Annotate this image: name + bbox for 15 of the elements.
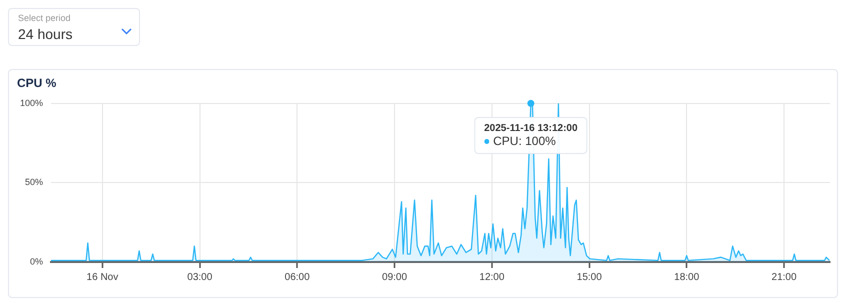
chart-title: CPU % — [17, 76, 56, 90]
annotation: 2025-11-16 13:12:00 CPU: 100% — [484, 123, 578, 148]
x-tick-label: 15:00 — [576, 272, 602, 283]
text: Select period — [18, 13, 71, 23]
text: 24 hours — [18, 26, 72, 42]
x-tick-label: 06:00 — [284, 272, 310, 283]
y-tick-label: 0% — [30, 256, 43, 266]
x-tick-label: 18:00 — [674, 272, 700, 283]
x-tick-label: 03:00 — [187, 272, 213, 283]
x-tick-label: 09:00 — [382, 272, 408, 283]
x-tick-label: 16 Nov — [86, 272, 118, 283]
y-tick-label: 100% — [20, 98, 43, 108]
x-tick-label: 12:00 — [479, 272, 505, 283]
x-tick-label: 21:00 — [772, 272, 797, 283]
y-tick-label: 50% — [24, 177, 43, 188]
